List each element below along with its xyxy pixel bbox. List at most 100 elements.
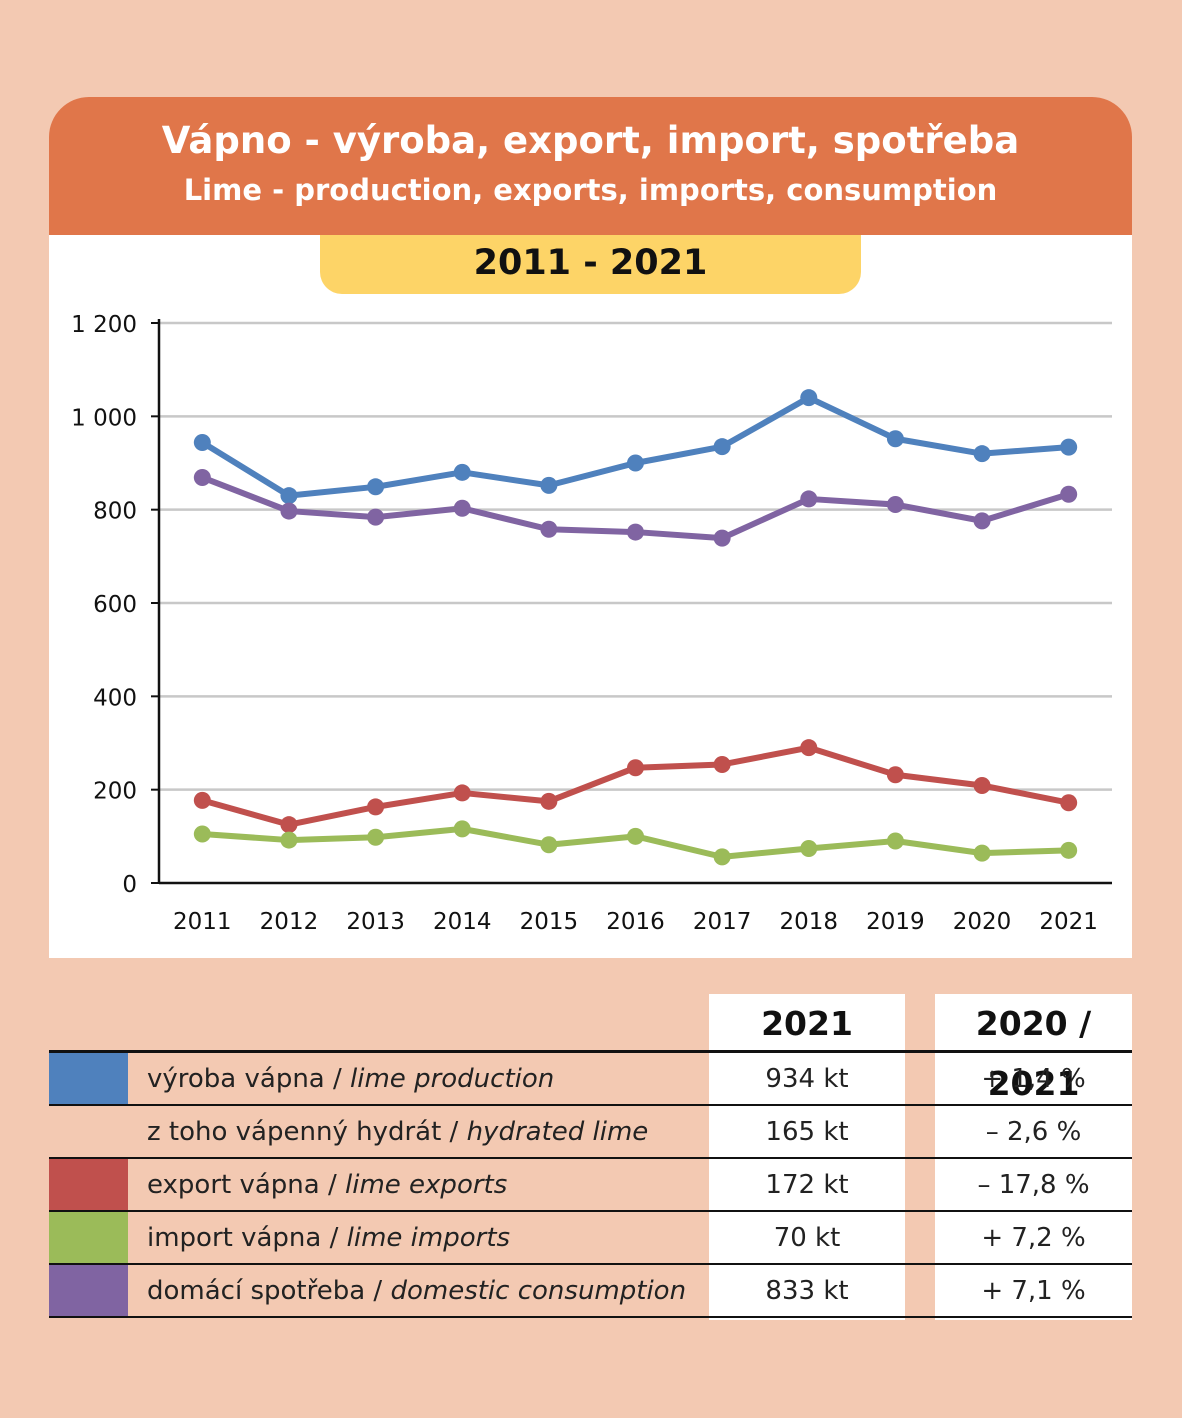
summary-table: 2021 2020 / 2021 výroba vápna / lime pro… [49, 994, 1132, 1320]
table-row: import vápna / lime imports 70 kt + 7,2 % [49, 1212, 1132, 1265]
y-tick-label: 400 [93, 685, 137, 711]
row-label-english: domestic consumption [390, 1276, 687, 1306]
data-point [800, 389, 818, 407]
column-header-change: 2020 / 2021 [975, 1004, 1092, 1103]
legend-swatch [49, 1053, 128, 1104]
series-line-0 [200, 394, 1069, 499]
data-point [973, 844, 991, 862]
period-badge: 2011 - 2021 [320, 235, 861, 294]
y-tick-label: 600 [93, 592, 137, 618]
data-point [540, 792, 558, 810]
row-label-czech: export vápna / [147, 1170, 346, 1200]
y-tick-label: 200 [93, 779, 137, 805]
data-point [973, 512, 991, 530]
data-point [453, 784, 471, 802]
data-point [367, 828, 385, 846]
data-point [627, 454, 644, 472]
row-label-english: lime production [350, 1064, 555, 1094]
data-point [193, 791, 211, 809]
y-tick-label: 800 [93, 499, 137, 525]
legend-swatch [49, 1265, 128, 1316]
series-line-2 [201, 744, 1070, 828]
title-czech: Vápno - výroba, export, import, spotřeba [161, 119, 1020, 162]
data-point [627, 827, 644, 845]
row-label: import vápna / lime imports [147, 1212, 510, 1264]
chart-header: Vápno - výroba, export, import, spotřeba… [49, 97, 1132, 235]
data-point [280, 816, 298, 834]
y-tick-label: 1 000 [71, 405, 137, 431]
data-point [800, 839, 818, 857]
data-point [886, 832, 904, 850]
data-point [540, 520, 558, 538]
legend-swatch [49, 1159, 128, 1210]
data-point [1060, 794, 1078, 812]
x-tick-label: 2021 [1039, 909, 1098, 935]
data-point [280, 487, 298, 505]
x-tick-label: 2016 [606, 909, 665, 935]
x-tick-label: 2020 [953, 909, 1012, 935]
data-point [453, 463, 471, 481]
y-tick-label: 0 [122, 872, 137, 898]
row-label: z toho vápenný hydrát / hydrated lime [147, 1106, 648, 1158]
data-point [367, 798, 385, 816]
data-point [800, 739, 818, 757]
row-change: – 17,8 % [977, 1170, 1090, 1200]
data-point [193, 433, 211, 451]
row-change: – 2,6 % [985, 1117, 1082, 1147]
data-point [280, 831, 298, 849]
data-point [713, 529, 731, 547]
y-tick-label: 1 200 [71, 312, 137, 338]
table-rule [49, 1316, 1132, 1318]
table-rule [49, 1050, 1132, 1053]
data-point [540, 836, 558, 854]
row-value-2021: 70 kt [773, 1223, 841, 1253]
data-point [367, 508, 385, 526]
data-point [886, 766, 904, 784]
row-change: + 7,1 % [981, 1276, 1086, 1306]
data-point [193, 825, 211, 843]
data-point [713, 755, 731, 773]
line-chart: 0 200 400 600 800 1 000 1 200 2011 2012 2013 2014 2… [71, 312, 1112, 935]
row-value-2021: 934 kt [765, 1064, 849, 1094]
chart-panel: 2011 - 2021 0 200 400 600 800 1 000 1 200 2011 2… [49, 235, 1132, 958]
table-row: z toho vápenný hydrát / hydrated lime 165… [49, 1106, 1132, 1159]
title-english: Lime - production, exports, imports, con… [183, 173, 998, 207]
table-row: export vápna / lime exports 172 kt – 17,8 … [49, 1159, 1132, 1212]
row-label-czech: domácí spotřeba / [147, 1276, 391, 1306]
table-row: výroba vápna / lime production 934 kt + 1,… [49, 1053, 1132, 1106]
row-label: domácí spotřeba / domestic consumption [147, 1265, 686, 1317]
data-point [973, 776, 991, 794]
x-tick-label: 2014 [433, 909, 492, 935]
x-tick-label: 2017 [693, 909, 752, 935]
data-point [1060, 841, 1078, 859]
row-label: export vápna / lime exports [147, 1159, 507, 1211]
table-rule [49, 1263, 1132, 1265]
data-point [800, 490, 818, 508]
row-label-czech: z toho vápenný hydrát / [147, 1117, 467, 1147]
legend-swatch [49, 1212, 128, 1263]
x-tick-label: 2013 [346, 909, 405, 935]
row-label: výroba vápna / lime production [147, 1053, 554, 1105]
data-point [280, 502, 298, 520]
data-point [627, 759, 644, 777]
data-point [886, 430, 904, 448]
x-tick-label: 2019 [866, 909, 925, 935]
x-tick-label: 2015 [520, 909, 579, 935]
data-point [973, 445, 991, 463]
data-point [367, 478, 385, 496]
row-change: + 1,4 % [981, 1064, 1086, 1094]
data-point [1060, 485, 1078, 503]
table-rule [49, 1104, 1132, 1106]
row-label-czech: výroba vápna / [147, 1064, 351, 1094]
table-rule [49, 1210, 1132, 1212]
row-value-2021: 172 kt [765, 1170, 849, 1200]
data-point [453, 499, 471, 517]
data-point [540, 476, 558, 494]
row-value-2021: 833 kt [765, 1276, 849, 1306]
data-point [1060, 438, 1078, 456]
data-point [886, 496, 904, 514]
row-label-czech: import vápna / [147, 1223, 347, 1253]
x-tick-label: 2011 [173, 909, 232, 935]
x-tick-label: 2012 [260, 909, 319, 935]
data-point [713, 438, 731, 456]
